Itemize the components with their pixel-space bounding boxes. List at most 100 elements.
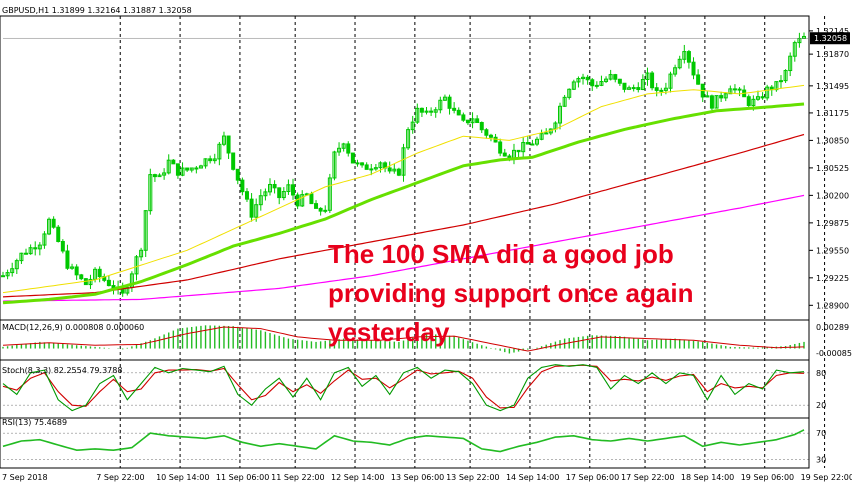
candle-body [465,119,470,124]
macd-pane [2,325,805,354]
rsi-pane [2,429,809,460]
candle-body [70,266,75,269]
candle-body [631,87,636,90]
candle-body [387,167,392,172]
candle-body [475,118,480,124]
x-tick-label: 18 Sep 14:00 [681,473,734,482]
candle-body [254,204,259,218]
candle-body [668,73,673,89]
price-tick-label: 1.31175 [816,109,849,118]
x-tick-label: 17 Sep 22:00 [621,473,674,482]
candle-body [521,142,526,153]
candle-body [1,275,5,278]
candle-body [419,107,424,113]
macd-signal-line [2,326,805,352]
candle-body [406,129,411,149]
candle-body [456,109,461,116]
candle-body [231,152,236,170]
x-tick-label: 12 Sep 14:00 [331,473,384,482]
x-tick-label: 14 Sep 14:00 [506,473,559,482]
candle-body [189,167,194,171]
candle-body [424,110,429,113]
x-tick-label: 17 Sep 06:00 [566,473,619,482]
candle-body [364,164,369,170]
stoch-pane-label: Stoch(8,3,3) 82.2554 79.3788 [2,366,122,375]
stoch-main-line [2,364,805,412]
candle-body [442,96,447,101]
candle-body [175,163,180,176]
stoch-tick-label: 80 [816,369,826,378]
candle-body [535,138,539,145]
candle-body [401,147,406,176]
candle-body [323,209,328,212]
candle-body [51,218,56,228]
candle-body [327,177,332,211]
candle-body [14,260,19,270]
x-tick-label: 13 Sep 06:00 [391,473,444,482]
candle-body [208,158,213,162]
candle-body [778,80,783,83]
candle-body [581,76,586,80]
x-tick-label: 10 Sep 14:00 [156,473,209,482]
price-tick-label: 1.28900 [816,301,849,310]
candle-body [746,96,751,106]
candle-body [286,184,291,193]
candle-body [360,162,365,166]
macd-pane-label: MACD(12,26,9) 0.000808 0.000060 [2,323,144,332]
candle-body [438,99,443,111]
candle-body [599,81,604,86]
candle-body [47,218,52,235]
candle-body [622,82,627,90]
candle-body [106,279,111,287]
candle-body [530,143,535,146]
candle-body [277,187,282,199]
candle-body [10,268,15,274]
candle-body [429,110,434,113]
candle-body [640,79,645,91]
price-tick-label: 1.31870 [816,50,849,59]
x-tick-label: 19 Sep 22:00 [801,473,852,482]
candle-body [636,87,641,91]
candle-body [755,96,760,100]
candle-body [5,272,10,277]
candle-body [760,96,765,99]
candle-body [654,87,659,91]
candle-body [774,81,779,91]
candle-body [488,134,493,138]
x-tick-label: 11 Sep 06:00 [216,473,269,482]
price-tick-label: 1.29875 [816,219,849,228]
candle-body [162,172,167,176]
current-price-label: 1.32058 [814,34,847,43]
candle-body [314,203,319,209]
macd-tick-label: 0.00289 [816,323,849,332]
candle-body [802,35,806,39]
candle-body [447,96,452,109]
candle-body [617,78,622,84]
sma-100-line [2,102,805,305]
candle-body [143,210,148,251]
candle-body [74,266,79,276]
price-tick-label: 1.30850 [816,136,849,145]
candle-body [79,274,84,280]
current-price-tag [810,32,850,45]
candle-body [134,256,139,275]
candle-body [341,143,346,149]
candle-body [751,98,756,106]
stochastic-pane [2,364,809,412]
candle-body [272,183,277,189]
candle-body [663,87,668,91]
candle-body [37,244,42,250]
price-tick-label: 1.30200 [816,191,849,200]
candle-body [148,174,153,212]
price-tick-label: 1.32145 [816,27,849,36]
candle-body [60,240,65,252]
main-pane-label: GBPUSD,H1 1.31899 1.32164 1.31887 1.3205… [2,6,192,15]
candle-body [410,121,415,131]
macd-tick-label: -0.000852 [816,349,852,358]
candle-body [696,74,701,85]
candle-body [562,96,567,107]
candle-body [300,194,305,207]
candle-body [691,61,696,76]
candle-body [585,76,590,81]
